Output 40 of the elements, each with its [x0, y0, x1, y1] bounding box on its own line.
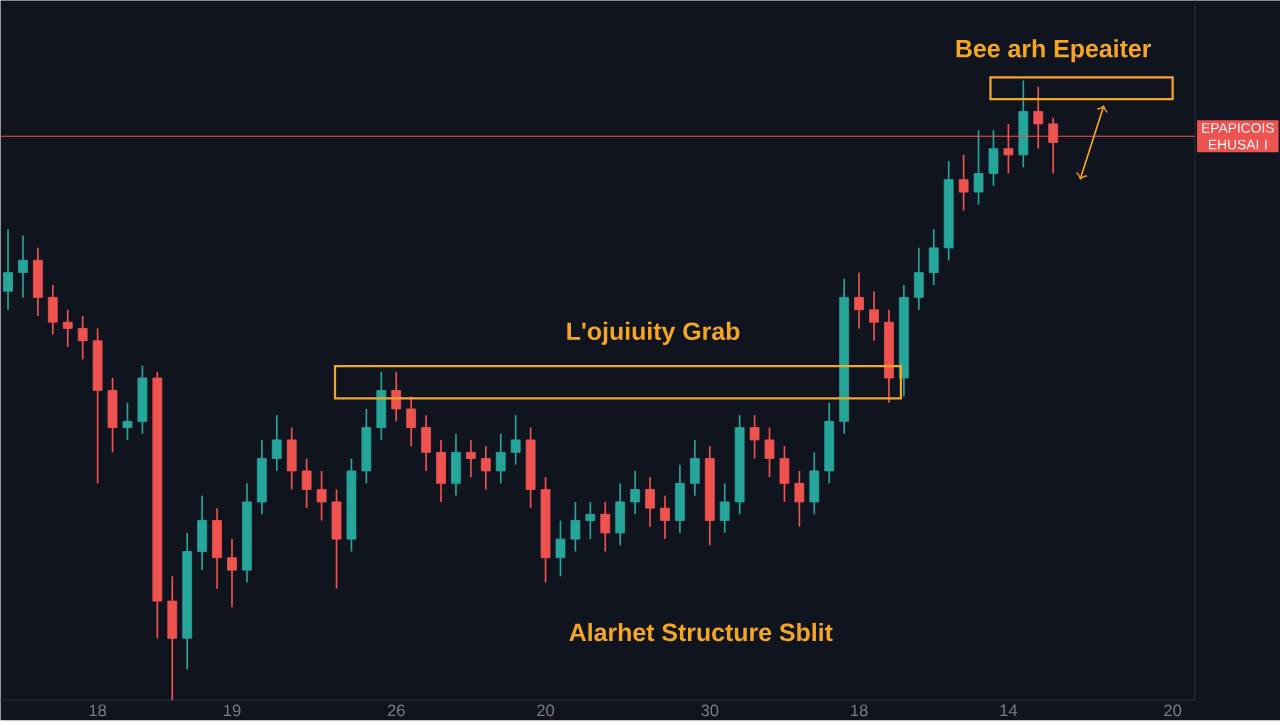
x-tick-label: 20 [1164, 704, 1182, 717]
candlestick [973, 129, 984, 206]
x-tick-label: 14 [1000, 704, 1018, 716]
candlestick [555, 519, 566, 577]
candlestick [18, 234, 28, 299]
candlestick [480, 445, 491, 491]
candlestick [749, 414, 760, 460]
candlestick [854, 271, 864, 330]
candlestick [62, 308, 73, 348]
candlestick [3, 228, 13, 311]
candlestick [719, 482, 730, 534]
candlestick [227, 538, 237, 608]
candlestick [585, 500, 596, 540]
annotation: Alarhet Structure Sblit [569, 622, 833, 642]
x-tick-label: 30 [701, 704, 719, 717]
candlestick [794, 469, 805, 528]
candlestick [316, 469, 327, 522]
x-tick-label: 18 [851, 704, 868, 717]
annotation: L'ojuiuity Grab [567, 321, 740, 345]
x-tick-label: 18 [89, 704, 107, 717]
candlestick [958, 153, 969, 212]
candlestick [271, 414, 282, 472]
candlestick [600, 500, 611, 553]
text: Bee arh Epeaiter [956, 38, 1152, 63]
candlestick [510, 414, 521, 466]
candlestick [764, 426, 775, 478]
candlestick [122, 401, 133, 441]
candlestick [630, 469, 641, 515]
candlestick [660, 494, 670, 540]
candlestick [869, 290, 879, 342]
x-tick-label: 26 [387, 704, 405, 717]
candlestick [465, 438, 476, 478]
candlestick [495, 432, 506, 484]
ref-line-label: EPAPICOIS EHUSAI I [1202, 122, 1274, 150]
x-tick-label: 19 [224, 704, 241, 717]
candlestick [645, 476, 655, 528]
candlestick [570, 500, 581, 553]
candlestick [77, 314, 88, 360]
candlestick [301, 457, 312, 509]
x-tick-label: 20 [537, 704, 555, 717]
